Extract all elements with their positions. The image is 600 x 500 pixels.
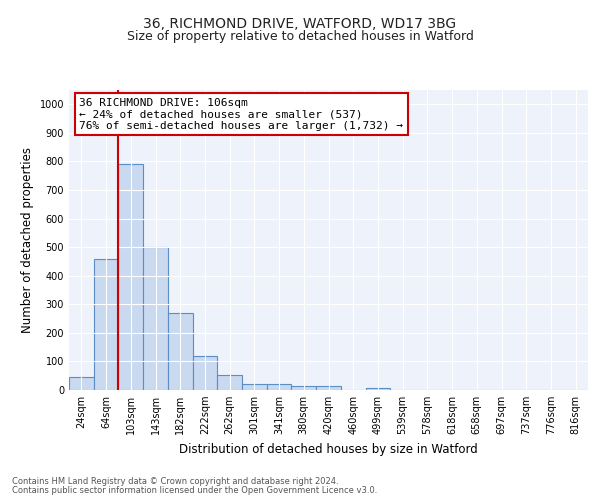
Bar <box>143 247 168 390</box>
Text: 36 RICHMOND DRIVE: 106sqm
← 24% of detached houses are smaller (537)
76% of semi: 36 RICHMOND DRIVE: 106sqm ← 24% of detac… <box>79 98 403 130</box>
Text: 36, RICHMOND DRIVE, WATFORD, WD17 3BG: 36, RICHMOND DRIVE, WATFORD, WD17 3BG <box>143 18 457 32</box>
Text: Size of property relative to detached houses in Watford: Size of property relative to detached ho… <box>127 30 473 43</box>
Bar <box>168 313 193 390</box>
Text: Contains public sector information licensed under the Open Government Licence v3: Contains public sector information licen… <box>12 486 377 495</box>
Bar <box>69 376 94 390</box>
Y-axis label: Number of detached properties: Number of detached properties <box>21 147 34 333</box>
Bar <box>267 384 292 390</box>
Bar <box>292 386 316 390</box>
Bar <box>94 258 118 390</box>
Bar <box>242 384 267 390</box>
Bar <box>193 356 217 390</box>
Text: Contains HM Land Registry data © Crown copyright and database right 2024.: Contains HM Land Registry data © Crown c… <box>12 477 338 486</box>
Bar <box>365 388 390 390</box>
X-axis label: Distribution of detached houses by size in Watford: Distribution of detached houses by size … <box>179 442 478 456</box>
Bar <box>217 375 242 390</box>
Bar <box>316 386 341 390</box>
Bar <box>118 164 143 390</box>
